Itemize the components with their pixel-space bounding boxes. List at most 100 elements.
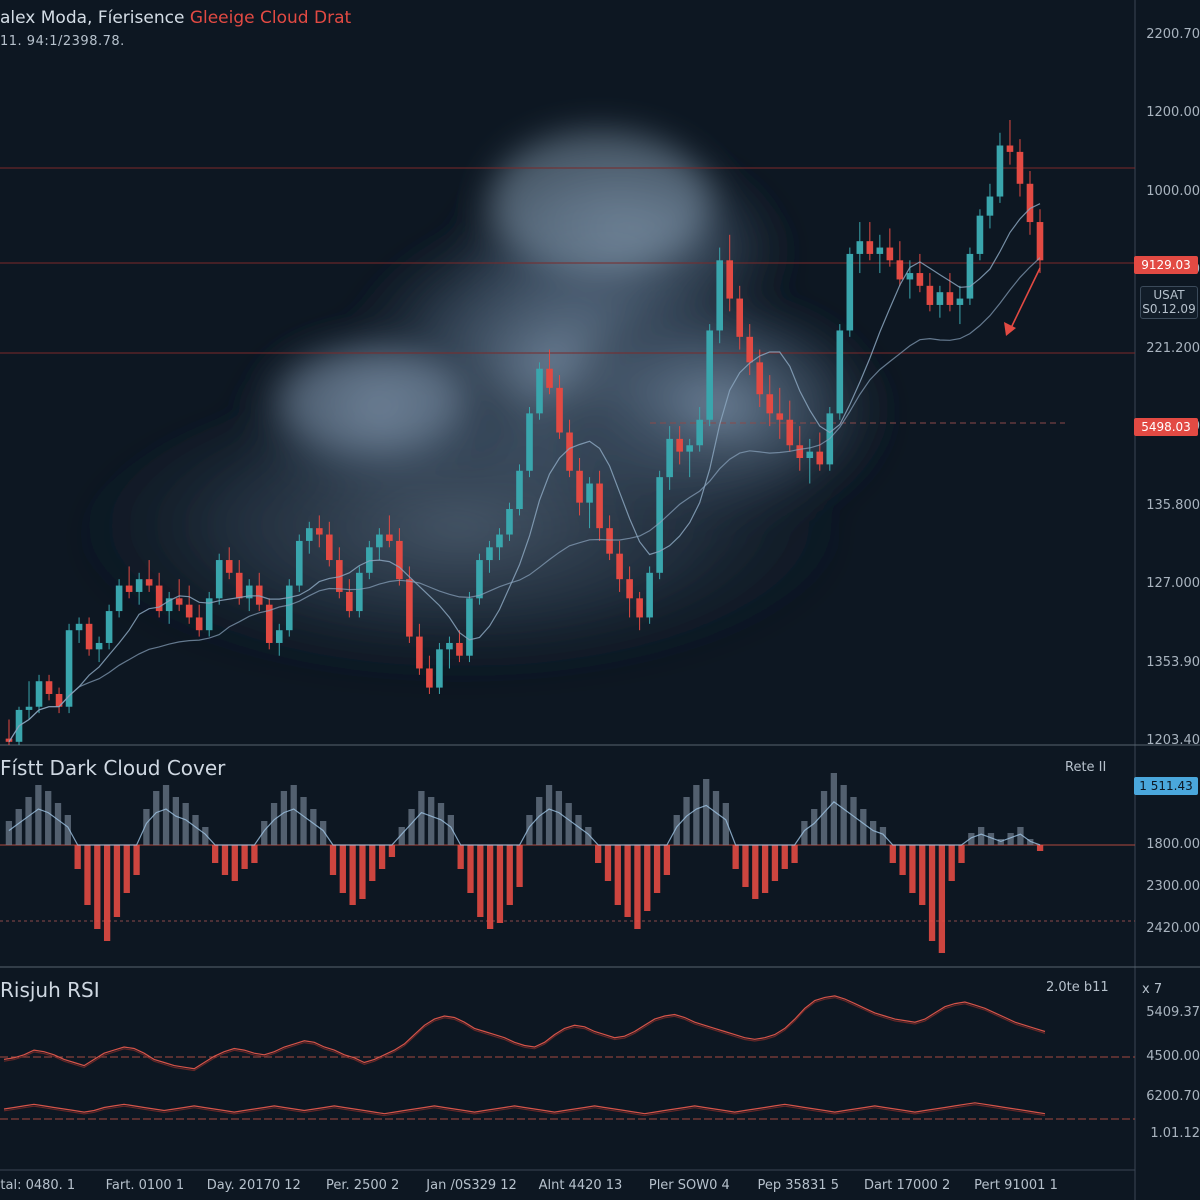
volume-bar [987, 833, 995, 845]
candle [85, 617, 93, 656]
candle [806, 438, 814, 484]
volume-bar [64, 815, 71, 845]
candle [476, 553, 483, 605]
volume-bar [761, 845, 769, 893]
volume-bar [879, 827, 887, 845]
time-axis-tick: Dart 17000 2 [863, 1178, 951, 1193]
volume-bar [192, 815, 199, 845]
volume-bar [153, 791, 160, 845]
volume-bar [457, 845, 464, 869]
candle [756, 349, 764, 407]
candle [856, 222, 864, 274]
volume-bar [1036, 845, 1044, 851]
candle [225, 547, 233, 580]
price-axis-tick: 1203.40 [1146, 733, 1200, 748]
volume-bar [840, 785, 847, 845]
volume-bar [339, 845, 346, 893]
volume-bar [133, 845, 140, 875]
candle [846, 247, 854, 337]
candle [716, 247, 723, 344]
dark-cloud-cover-histogram [0, 773, 1135, 953]
price-axis-tick: 1000.00 [1146, 183, 1200, 199]
candle [996, 132, 1004, 203]
volume-bar [94, 845, 101, 929]
candlestick-series [5, 120, 1044, 745]
candle [916, 253, 924, 293]
candle [275, 623, 283, 656]
volume-bar [5, 821, 13, 845]
candle [115, 579, 123, 618]
volume-bar [595, 845, 602, 863]
candle [796, 426, 804, 471]
candle [496, 528, 503, 561]
volume-bar [673, 815, 680, 845]
candle [356, 566, 363, 618]
candle [606, 515, 613, 561]
time-axis-tick: Fart. 0100 1 [105, 1178, 185, 1193]
candle [295, 534, 303, 592]
volume-overlay-line [8, 800, 1041, 846]
volume-bar [938, 845, 946, 953]
volume-bar [182, 803, 189, 845]
volume-bar [1017, 827, 1024, 845]
volume-panel-title: Fístt Dark Cloud Cover [0, 756, 226, 780]
candle [285, 579, 293, 637]
volume-bar [663, 845, 671, 875]
candle [175, 579, 183, 612]
volume-bar [74, 845, 81, 869]
current-price-tag: 9129.03 [1134, 256, 1198, 274]
candle [55, 687, 63, 714]
candle [686, 438, 693, 478]
candle [526, 406, 533, 478]
volume-bar [418, 791, 425, 845]
candle [876, 234, 884, 274]
volume-bar [978, 827, 985, 845]
volume-bar [369, 845, 376, 881]
moving-average-slow [8, 257, 1041, 743]
candle [466, 591, 473, 663]
volume-bar [722, 803, 729, 845]
volume-bar [202, 827, 209, 845]
candle [976, 209, 984, 261]
volume-bar [113, 845, 121, 917]
candle [95, 636, 103, 663]
volume-bar [349, 845, 356, 905]
rsi-line-1-1 [3, 1103, 1046, 1117]
candle [556, 375, 563, 439]
volume-axis-tick: 2300.00 [1146, 879, 1200, 894]
candle [1036, 209, 1044, 274]
volume-bar [801, 821, 808, 845]
time-axis-tick: Alnt 4420 13 [538, 1178, 623, 1193]
volume-bar [889, 845, 896, 863]
rsi-line-0-1 [3, 996, 1046, 1072]
rsi-axis-tick: 6200.70 [1146, 1089, 1200, 1104]
volume-bar [850, 797, 857, 845]
candle [676, 426, 683, 465]
volume-bar [172, 797, 180, 845]
volume-bar [251, 845, 258, 863]
volume-bar [447, 815, 454, 845]
candle [215, 553, 223, 605]
volume-bar [329, 845, 337, 875]
usat-tag-value: S0.12.09 [1142, 302, 1196, 316]
volume-bar [585, 827, 592, 845]
chart-subtitle: 11. 94:1/2398.78. [0, 34, 125, 49]
volume-bar [909, 845, 916, 893]
volume-bar [378, 845, 386, 869]
volume-bar [958, 845, 965, 863]
volume-bar [712, 791, 720, 845]
volume-bar [820, 791, 828, 845]
candle [936, 285, 944, 318]
candle [596, 470, 603, 541]
volume-bar [899, 845, 906, 875]
candle [255, 572, 263, 612]
volume-bar [300, 797, 307, 845]
volume-bar [516, 845, 523, 887]
volume-bar [545, 785, 553, 845]
usat-tag-title: USAT [1153, 288, 1185, 302]
candle [536, 362, 543, 420]
candle [726, 234, 734, 312]
candle [336, 547, 343, 599]
time-axis-tick: Pert 91001 1 [974, 1178, 1058, 1193]
